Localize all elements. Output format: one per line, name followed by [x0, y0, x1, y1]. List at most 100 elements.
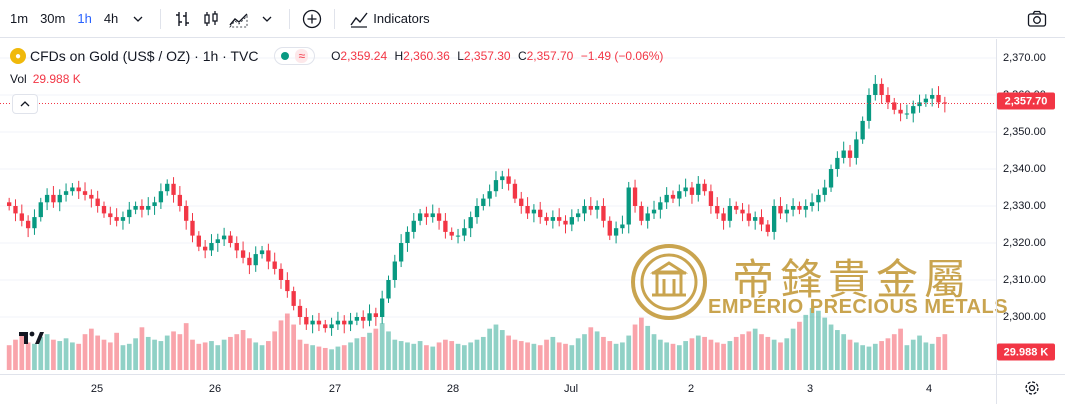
volume-bar: [196, 343, 202, 370]
collapse-legend-button[interactable]: [12, 94, 38, 114]
volume-bar: [278, 320, 284, 370]
candle-body: [734, 206, 739, 210]
candle-body: [221, 235, 227, 240]
bar-chart-type-icon[interactable]: [169, 5, 197, 33]
interval-30m-button[interactable]: 30m: [40, 11, 66, 26]
volume-bar: [841, 334, 847, 370]
volume-bar: [253, 342, 259, 370]
candle-body: [13, 206, 18, 214]
candle-chart-type-icon[interactable]: [197, 5, 225, 33]
volume-bar: [133, 338, 138, 370]
candle-body: [133, 206, 138, 210]
indicators-button[interactable]: Indicators: [343, 5, 435, 33]
volume-bar: [335, 346, 341, 370]
candle-body: [563, 220, 568, 225]
close-value: 2,357.70: [526, 49, 574, 63]
candle-body: [557, 217, 562, 221]
candle-body: [474, 206, 480, 218]
chart-settings-gear-icon[interactable]: [1020, 376, 1044, 400]
candle-body: [361, 317, 366, 321]
volume-bar: [708, 339, 714, 370]
time-tick: 27: [328, 383, 342, 395]
volume-bar: [145, 336, 151, 370]
candle-body: [165, 183, 170, 192]
volume-bar: [247, 338, 252, 370]
volume-bar: [51, 339, 56, 370]
camera-icon[interactable]: [1023, 5, 1051, 33]
volume-bar: [550, 336, 556, 370]
candle-body: [607, 220, 612, 236]
volume-bar: [506, 335, 511, 370]
candle-body: [544, 217, 549, 221]
volume-bar: [607, 341, 613, 370]
volume-bar: [284, 313, 290, 370]
candle-body: [500, 176, 505, 181]
candle-body: [531, 209, 537, 214]
market-status-pill[interactable]: ≈: [274, 47, 316, 65]
time-tick: Jul: [563, 383, 579, 395]
volume-bar: [657, 339, 663, 370]
area-chart-type-icon[interactable]: [225, 5, 253, 33]
time-axis[interactable]: 25 26 27 28 Jul 2 3 4: [0, 374, 996, 404]
volume-bar: [733, 336, 739, 370]
candle-body: [310, 320, 315, 325]
axis-corner: [996, 374, 1065, 404]
volume-bar: [329, 349, 334, 370]
volume-bar: [784, 338, 790, 370]
candle-body: [575, 213, 581, 218]
volume-bar: [816, 310, 821, 370]
interval-4h-button[interactable]: 4h: [103, 11, 119, 26]
watermark-english-name: EMPÉRIO PRECIOUS METALS: [708, 296, 1009, 318]
candle-body: [278, 268, 284, 280]
volume-bar: [70, 342, 75, 370]
candle-body: [190, 220, 195, 236]
volume-bar: [721, 343, 726, 370]
time-tick: 2: [687, 383, 695, 395]
volume-bar: [386, 331, 391, 370]
candle-body: [797, 206, 802, 210]
volume-bar: [582, 334, 587, 370]
candle-body: [696, 183, 701, 195]
open-value: 2,359.24: [340, 49, 388, 63]
chart-type-dropdown-chevron-icon[interactable]: [253, 5, 281, 33]
volume-bar: [563, 343, 568, 370]
compare-add-icon[interactable]: [298, 5, 326, 33]
interval-1m-button[interactable]: 1m: [10, 11, 29, 26]
volume-bar: [177, 334, 183, 370]
candle-body: [234, 243, 239, 251]
candle-body: [411, 220, 416, 232]
volume-bar: [746, 331, 752, 370]
volume-bar: [866, 346, 872, 370]
volume-bar: [95, 335, 101, 370]
candle-body: [898, 109, 903, 114]
candle-body: [108, 213, 113, 218]
candle-body: [519, 198, 524, 206]
candle-body: [152, 202, 157, 206]
volume-bar: [405, 342, 410, 370]
candle-body: [323, 324, 328, 329]
candle-body: [512, 183, 518, 199]
candle-body: [70, 187, 75, 192]
volume-bar: [670, 343, 676, 370]
interval-dropdown-chevron-icon[interactable]: [124, 5, 152, 33]
candle-body: [809, 202, 815, 206]
candle-body: [259, 250, 265, 255]
candle-body: [367, 313, 372, 321]
price-tick: 2,310.00: [1003, 274, 1046, 286]
chart-pane[interactable]: [0, 39, 996, 374]
candle-body: [771, 206, 777, 232]
volume-bar: [316, 346, 322, 370]
candle-body: [329, 324, 334, 329]
candle-body: [38, 202, 43, 218]
price-axis[interactable]: 2,370.00 2,360.00 2,350.00 2,340.00 2,33…: [996, 39, 1065, 374]
candle-body: [778, 206, 783, 214]
interval-1h-button[interactable]: 1h: [77, 11, 92, 26]
tradingview-logo-icon[interactable]: [18, 330, 44, 351]
price-tick: 2,300.00: [1003, 311, 1046, 323]
volume-bar: [430, 346, 436, 370]
volume-bar: [38, 336, 44, 370]
low-key: L: [457, 49, 464, 63]
symbol-title[interactable]: CFDs on Gold (US$ / OZ) · 1h · TVC: [30, 48, 259, 64]
candle-body: [538, 209, 543, 218]
candle-body: [63, 191, 69, 195]
